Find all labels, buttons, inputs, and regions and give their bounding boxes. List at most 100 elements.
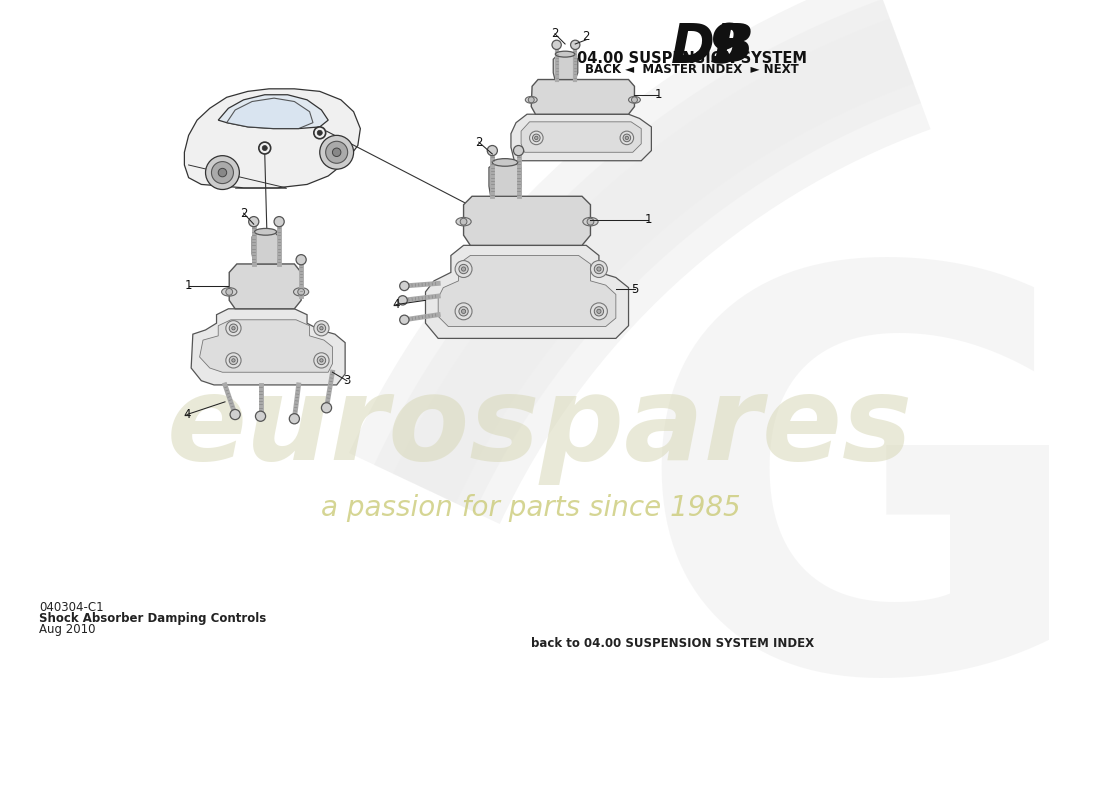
Circle shape (552, 40, 561, 50)
Circle shape (487, 146, 497, 156)
Circle shape (314, 353, 329, 368)
Text: 3: 3 (343, 374, 351, 387)
Circle shape (249, 217, 258, 226)
Polygon shape (218, 94, 328, 129)
Circle shape (399, 315, 409, 325)
Circle shape (597, 267, 601, 271)
Circle shape (594, 264, 604, 274)
Polygon shape (438, 255, 616, 326)
Circle shape (289, 414, 299, 424)
Circle shape (399, 282, 409, 290)
Polygon shape (463, 196, 591, 246)
Text: a passion for parts since 1985: a passion for parts since 1985 (321, 494, 741, 522)
Text: 4: 4 (184, 408, 190, 421)
Polygon shape (510, 114, 651, 161)
Polygon shape (488, 162, 521, 196)
Circle shape (320, 358, 323, 362)
Polygon shape (227, 98, 314, 129)
Text: 2: 2 (475, 136, 483, 149)
Ellipse shape (628, 97, 640, 103)
Circle shape (591, 261, 607, 278)
Text: 1: 1 (645, 214, 651, 226)
Circle shape (535, 136, 538, 139)
Circle shape (460, 218, 466, 225)
Polygon shape (252, 232, 279, 264)
Circle shape (332, 148, 341, 157)
Text: 2: 2 (240, 206, 248, 220)
Text: 1: 1 (185, 279, 192, 293)
Circle shape (455, 303, 472, 320)
Circle shape (314, 127, 326, 138)
Circle shape (597, 310, 601, 314)
Circle shape (274, 217, 284, 226)
Circle shape (206, 156, 240, 190)
Text: 9: 9 (708, 21, 746, 73)
Circle shape (226, 321, 241, 336)
Circle shape (514, 146, 524, 156)
Ellipse shape (556, 51, 575, 57)
Polygon shape (229, 264, 301, 309)
Circle shape (229, 324, 238, 333)
Circle shape (229, 356, 238, 365)
Circle shape (317, 356, 326, 365)
Polygon shape (185, 89, 361, 188)
Text: 2: 2 (583, 30, 590, 43)
Text: 5: 5 (631, 283, 639, 296)
Circle shape (226, 353, 241, 368)
Circle shape (631, 97, 637, 102)
Text: 4: 4 (392, 298, 399, 311)
Text: 2: 2 (551, 27, 559, 40)
Circle shape (230, 410, 240, 420)
Circle shape (459, 264, 469, 274)
Circle shape (326, 142, 348, 163)
Ellipse shape (493, 158, 518, 166)
Circle shape (459, 306, 469, 316)
Circle shape (262, 146, 267, 150)
Text: Shock Absorber Damping Controls: Shock Absorber Damping Controls (39, 612, 266, 625)
Ellipse shape (294, 288, 309, 296)
Circle shape (320, 135, 353, 169)
Circle shape (528, 97, 535, 102)
Polygon shape (191, 309, 345, 385)
Ellipse shape (254, 229, 276, 235)
Circle shape (218, 168, 227, 177)
Text: back to 04.00 SUSPENSION SYSTEM INDEX: back to 04.00 SUSPENSION SYSTEM INDEX (531, 637, 814, 650)
Text: Aug 2010: Aug 2010 (39, 622, 96, 636)
Circle shape (398, 296, 407, 305)
Circle shape (455, 261, 472, 278)
Polygon shape (553, 54, 578, 79)
Circle shape (298, 289, 305, 295)
Ellipse shape (221, 288, 236, 296)
Polygon shape (531, 79, 635, 114)
Circle shape (594, 306, 604, 316)
Circle shape (296, 254, 306, 265)
Circle shape (461, 310, 465, 314)
Circle shape (461, 267, 465, 271)
Ellipse shape (583, 218, 598, 226)
Circle shape (258, 142, 271, 154)
Text: 1: 1 (654, 88, 662, 102)
Text: BACK ◄  MASTER INDEX  ► NEXT: BACK ◄ MASTER INDEX ► NEXT (585, 62, 799, 76)
Circle shape (226, 289, 232, 295)
Circle shape (320, 326, 323, 330)
Circle shape (532, 134, 540, 142)
Polygon shape (199, 320, 332, 372)
Circle shape (232, 358, 235, 362)
Circle shape (625, 136, 628, 139)
Circle shape (255, 411, 265, 422)
Ellipse shape (526, 97, 537, 103)
Circle shape (591, 303, 607, 320)
Circle shape (620, 131, 634, 145)
Ellipse shape (456, 218, 471, 226)
Polygon shape (521, 122, 641, 152)
Circle shape (321, 402, 331, 413)
Text: eurospares: eurospares (166, 370, 913, 485)
Circle shape (587, 218, 594, 225)
Circle shape (317, 130, 322, 135)
Text: G: G (634, 246, 1089, 786)
Circle shape (623, 134, 630, 142)
Circle shape (317, 324, 326, 333)
Circle shape (529, 131, 543, 145)
Polygon shape (426, 246, 628, 338)
Circle shape (314, 321, 329, 336)
